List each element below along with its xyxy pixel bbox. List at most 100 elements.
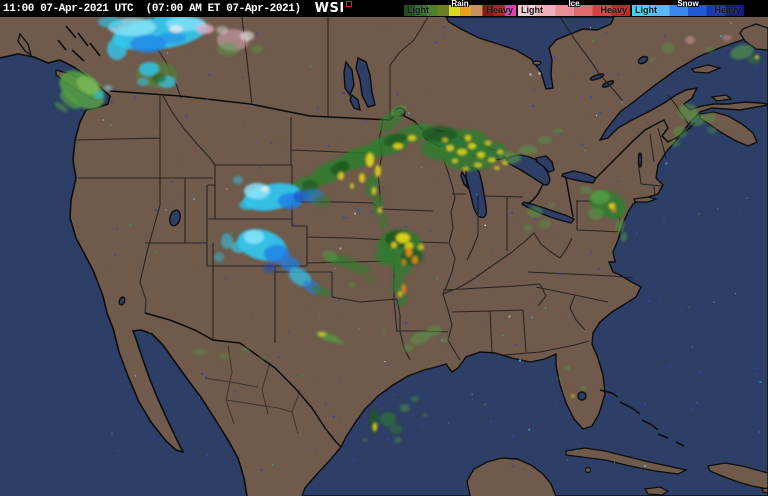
radar-speckle [309, 65, 312, 68]
radar-speckle [422, 424, 425, 427]
radar-speckle [410, 41, 412, 43]
radar-speckle [313, 378, 315, 380]
radar-speckle [527, 390, 530, 393]
radar-speckle [667, 440, 669, 442]
radar-speckle [111, 101, 114, 104]
lake-mistassini [637, 55, 649, 65]
radar-speckle [758, 431, 761, 433]
radar-cell [400, 404, 410, 412]
radar-speckle [169, 204, 171, 206]
radar-speckle [408, 112, 410, 114]
radar-speckle [234, 59, 236, 61]
radar-cell [580, 186, 592, 194]
radar-cell [615, 219, 625, 233]
radar-speckle [617, 73, 620, 76]
radar-speckle [443, 25, 446, 28]
radar-speckle [272, 464, 274, 466]
radar-cell [661, 43, 675, 53]
radar-speckle [154, 435, 156, 438]
radar-speckle [448, 422, 450, 424]
radar-speckle [528, 429, 530, 431]
radar-speckle [354, 212, 356, 215]
radar-speckle [566, 318, 568, 320]
radar-speckle [476, 193, 478, 195]
radar-speckle [314, 448, 316, 450]
radar-speckle [324, 402, 327, 405]
radar-cell [612, 208, 616, 212]
radar-speckle [166, 52, 169, 54]
radar-speckle [499, 420, 501, 422]
radar-speckle [658, 297, 660, 300]
legend-rain-heavy-label: Heavy [486, 5, 513, 15]
radar-speckle [575, 449, 577, 452]
radar-speckle [242, 76, 244, 79]
radar-cell [405, 242, 413, 250]
radar-speckle [618, 392, 621, 394]
radar-speckle [643, 464, 646, 467]
radar-speckle [192, 198, 195, 201]
radar-cell [497, 150, 503, 154]
legend-group-rain: Rain Light Heavy [404, 0, 516, 17]
radar-speckle [133, 96, 136, 99]
jamaica [643, 486, 670, 496]
radar-cell [485, 141, 491, 145]
radar-speckle [529, 420, 531, 422]
radar-speckle [332, 278, 335, 281]
radar-cell [412, 256, 418, 264]
radar-cell [527, 206, 543, 218]
radar-cell [411, 396, 419, 402]
radar-cell [366, 153, 374, 167]
radar-cell [494, 166, 500, 170]
radar-speckle [114, 89, 117, 91]
radar-speckle [669, 438, 672, 441]
radar-speckle [753, 367, 756, 369]
lake-winnipegosis [343, 60, 355, 97]
radar-speckle [742, 411, 744, 414]
radar-cell [553, 128, 563, 134]
radar-speckle [643, 403, 646, 406]
radar-speckle [339, 417, 341, 419]
radar-cell [446, 145, 454, 151]
radar-speckle [340, 199, 342, 201]
radar-cell [403, 344, 413, 352]
radar-speckle [114, 253, 116, 256]
radar-speckle [617, 180, 619, 182]
radar-speckle [102, 119, 104, 121]
radar-speckle [224, 277, 227, 280]
radar-speckle [358, 328, 360, 330]
radar-cell [755, 55, 759, 59]
radar-speckle [378, 424, 380, 426]
radar-speckle [136, 420, 138, 422]
radar-cell [350, 263, 370, 275]
radar-speckle [115, 227, 118, 230]
radar-cell [264, 245, 290, 263]
radar-map [0, 17, 768, 496]
legend-rain-title: Rain [451, 0, 469, 8]
radar-speckle [692, 214, 695, 217]
radar-speckle [230, 231, 233, 234]
radar-speckle [270, 142, 273, 144]
radar-speckle [681, 209, 683, 211]
radar-cell [258, 356, 266, 360]
radar-cell [548, 202, 556, 208]
radar-cell [463, 167, 469, 171]
radar-speckle [206, 150, 209, 153]
radar-cell [378, 207, 382, 213]
radar-speckle [145, 440, 148, 443]
radar-speckle [134, 375, 136, 377]
radar-speckle [158, 108, 160, 110]
radar-cell [707, 126, 717, 134]
radar-speckle [404, 322, 407, 325]
radar-cell [689, 114, 705, 126]
radar-cell [605, 205, 625, 219]
radar-speckle [645, 255, 647, 257]
radar-cell [519, 145, 537, 155]
radar-speckle [209, 244, 211, 247]
radar-speckle [691, 346, 694, 348]
header-bar: 11:00 07-Apr-2021 UTC (07:00 AM ET 07-Ap… [0, 0, 768, 17]
radar-speckle [650, 174, 652, 177]
radar-speckle [430, 92, 432, 95]
radar-cell [648, 57, 656, 63]
prince-edward-island [710, 94, 733, 102]
radar-speckle [595, 114, 598, 117]
